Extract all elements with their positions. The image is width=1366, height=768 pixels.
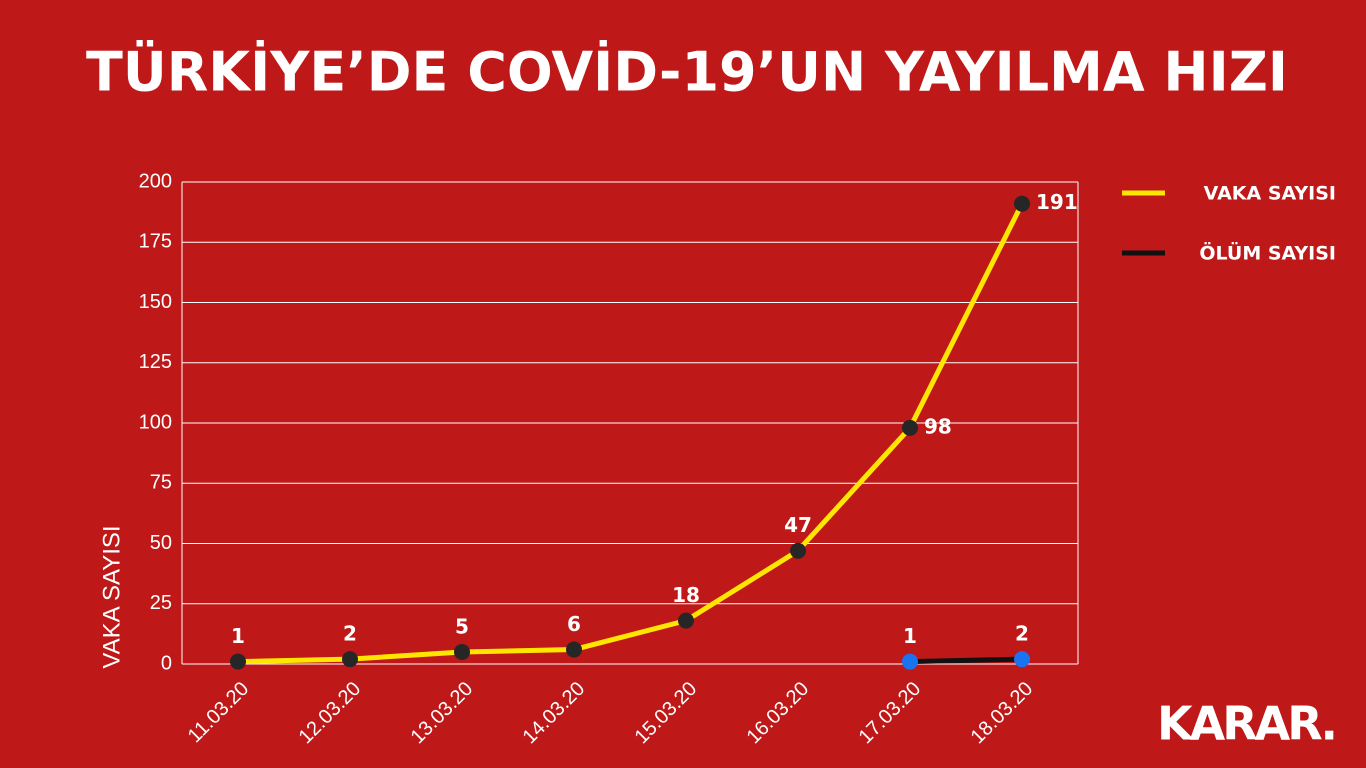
data-label: 1 bbox=[231, 624, 245, 648]
data-label: 5 bbox=[455, 614, 469, 638]
data-label: 98 bbox=[924, 414, 952, 438]
chart-title: TÜRKİYE’DE COVİD-19’UN YAYILMA HIZI bbox=[86, 41, 1288, 104]
data-point bbox=[230, 653, 246, 670]
y-tick-label: 175 bbox=[139, 231, 172, 253]
series-line bbox=[909, 656, 1023, 665]
legend-label: ÖLÜM SAYISI bbox=[1199, 241, 1336, 265]
data-label: 6 bbox=[567, 612, 581, 636]
data-point bbox=[566, 641, 582, 658]
y-tick-label: 200 bbox=[139, 170, 172, 192]
data-point bbox=[1014, 195, 1030, 212]
legend-label: VAKA SAYISI bbox=[1204, 183, 1336, 205]
brand-logo: KARAR. bbox=[1157, 697, 1335, 751]
data-point bbox=[454, 643, 470, 660]
data-point bbox=[678, 612, 694, 629]
data-label: 2 bbox=[343, 622, 357, 646]
data-point bbox=[790, 542, 806, 559]
data-label: 191 bbox=[1036, 190, 1078, 214]
data-point bbox=[902, 419, 918, 436]
y-tick-label: 100 bbox=[139, 411, 172, 433]
data-point bbox=[342, 651, 358, 668]
y-tick-label: 150 bbox=[139, 291, 172, 313]
data-point bbox=[902, 653, 918, 670]
y-tick-label: 75 bbox=[150, 472, 172, 494]
data-point bbox=[1014, 651, 1030, 668]
series-line bbox=[237, 202, 1025, 665]
data-label: 18 bbox=[672, 583, 700, 607]
data-label: 47 bbox=[784, 513, 812, 537]
data-label: 2 bbox=[1015, 622, 1029, 646]
data-label: 1 bbox=[903, 624, 917, 648]
y-tick-label: 125 bbox=[139, 351, 172, 373]
y-tick-label: 25 bbox=[150, 592, 172, 614]
y-tick-label: 0 bbox=[161, 652, 172, 674]
y-tick-label: 50 bbox=[150, 532, 172, 554]
y-axis-label: VAKA SAYISI bbox=[98, 525, 125, 668]
